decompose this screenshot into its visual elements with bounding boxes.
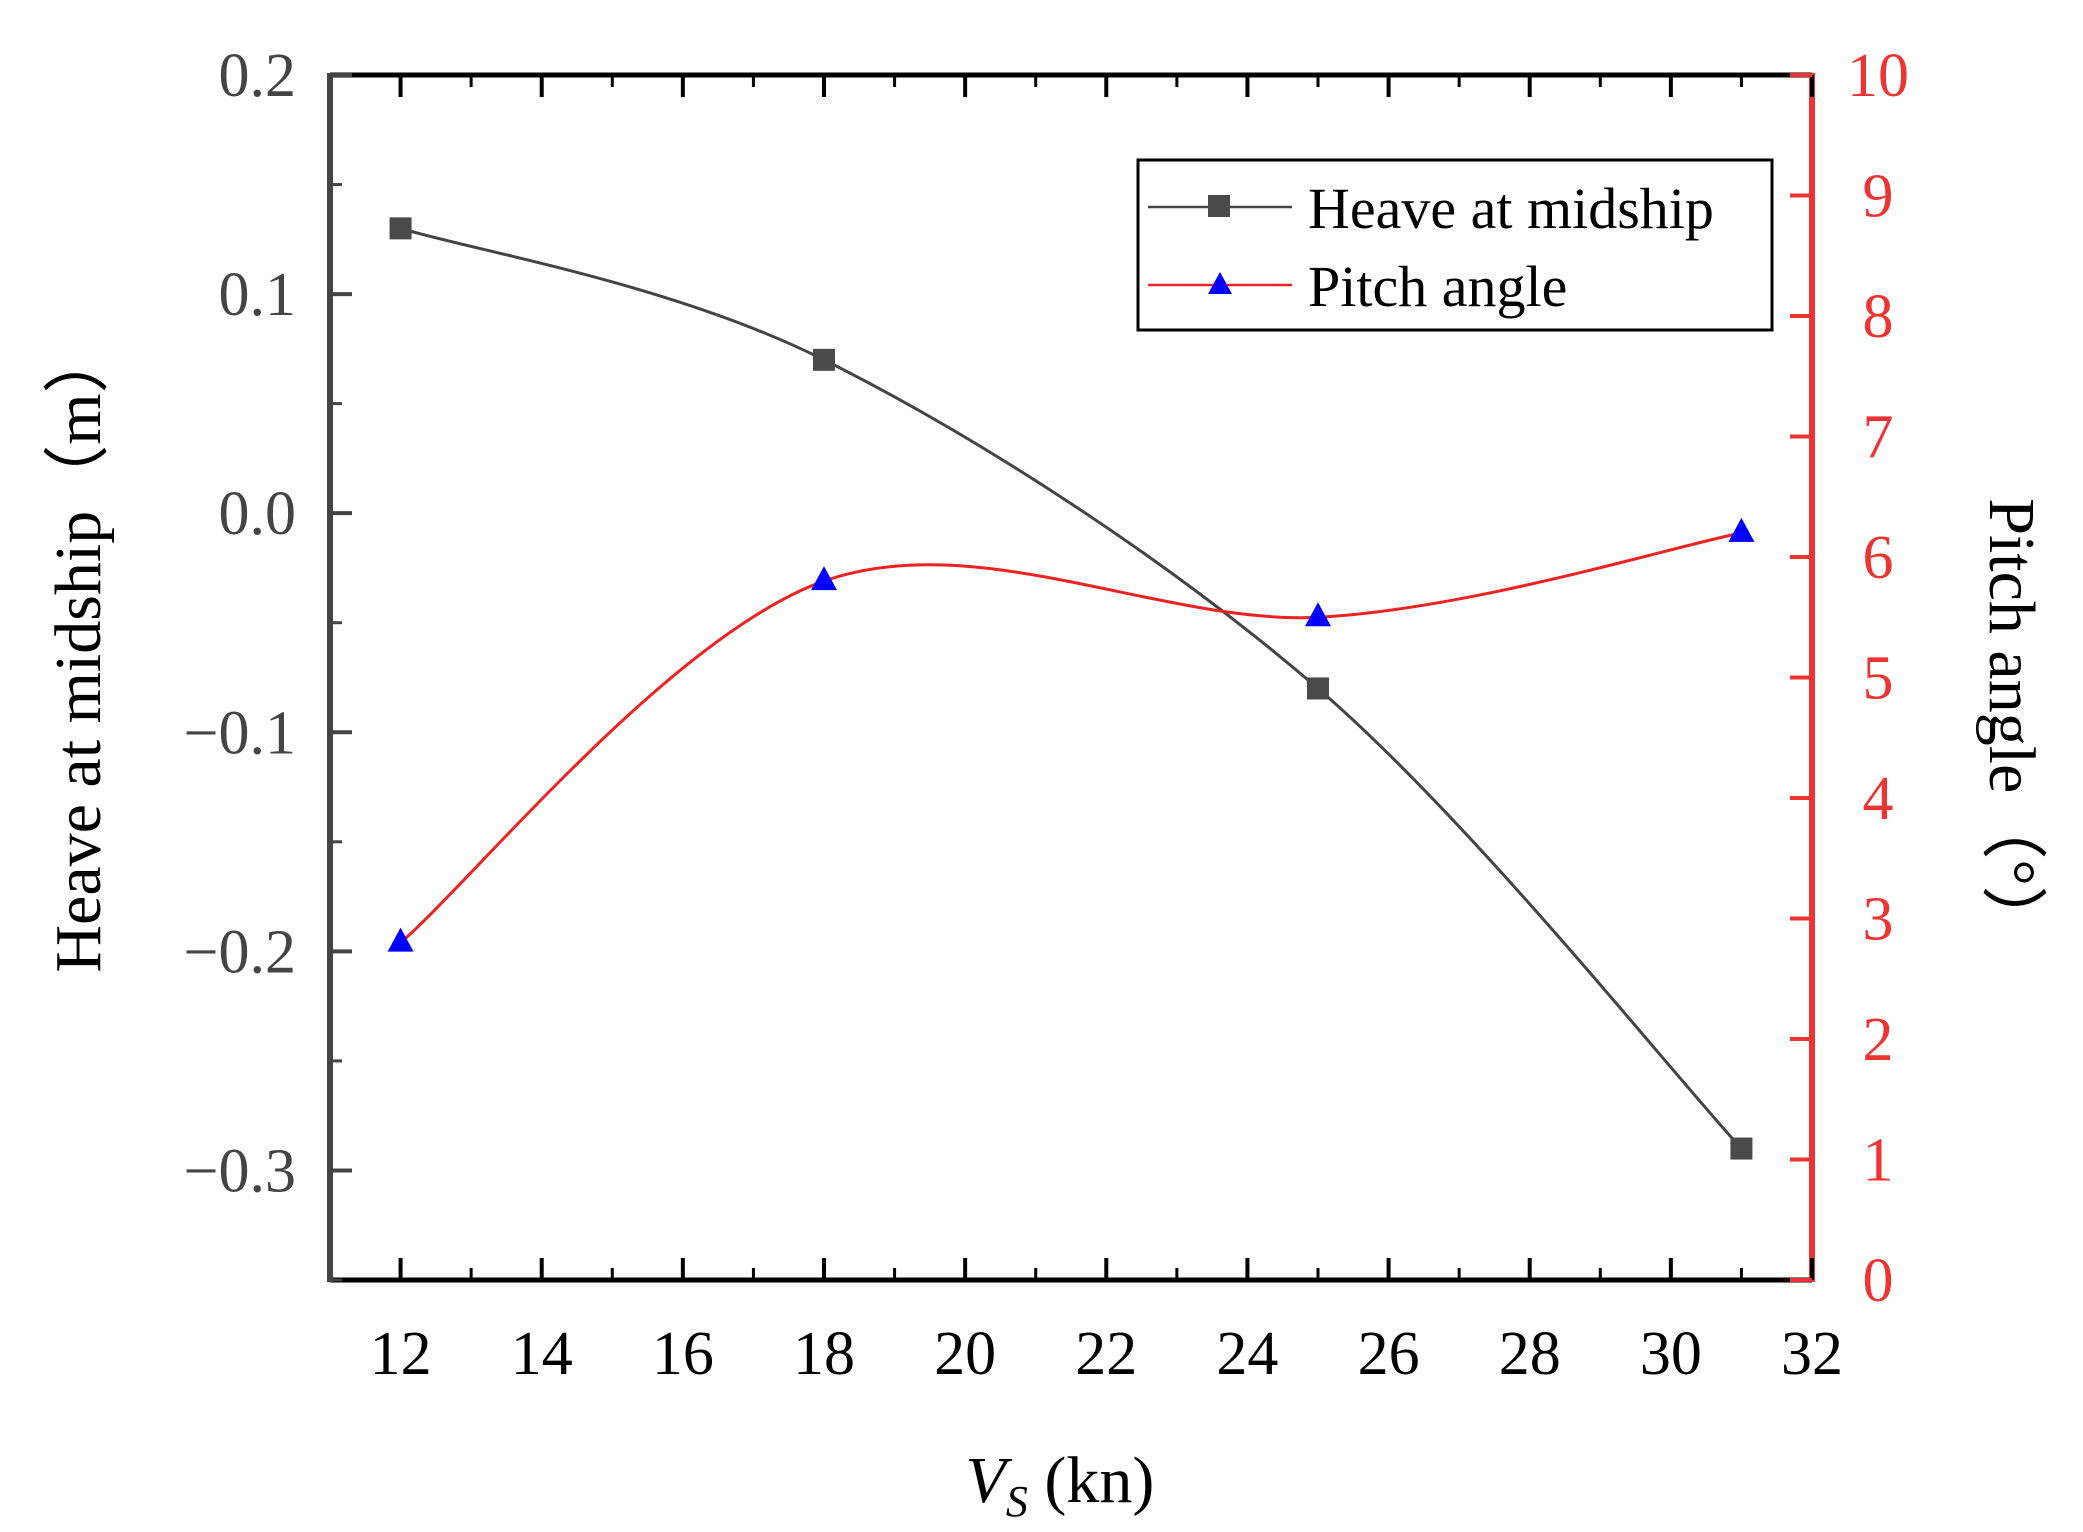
series-layer bbox=[387, 217, 1755, 1160]
data-point bbox=[1305, 602, 1331, 627]
data-point bbox=[389, 217, 412, 240]
y-right-tick-label: 2 bbox=[1863, 1006, 1894, 1074]
x-tick-label: 32 bbox=[1781, 1320, 1843, 1388]
series-line bbox=[399, 531, 1742, 944]
x-axis-title: VS (kn) bbox=[966, 1444, 1155, 1526]
x-tick-label: 22 bbox=[1075, 1320, 1137, 1388]
y-left-axis-title: Heave at midship（m） bbox=[42, 327, 115, 972]
legend-heave-marker bbox=[1208, 195, 1230, 217]
legend-heave-label: Heave at midship bbox=[1308, 176, 1714, 241]
y-left-tick-label: 0.1 bbox=[219, 261, 297, 329]
x-tick-label: 12 bbox=[370, 1320, 432, 1388]
legend: Heave at midship Pitch angle bbox=[1136, 158, 1774, 332]
legend-pitch-marker bbox=[1208, 272, 1232, 294]
y-right-tick-label: 3 bbox=[1863, 886, 1894, 954]
legend-box bbox=[1136, 158, 1774, 332]
y-right-tick-label: 1 bbox=[1863, 1127, 1894, 1195]
x-axis-title-unit: (kn) bbox=[1028, 1444, 1154, 1517]
data-point bbox=[811, 566, 837, 591]
data-point bbox=[387, 927, 414, 952]
y-right-tick-label: 8 bbox=[1863, 283, 1894, 351]
y-right-tick-label: 6 bbox=[1863, 524, 1894, 592]
y-right-tick-label: 9 bbox=[1863, 163, 1894, 231]
y-right-tick-label: 4 bbox=[1863, 765, 1894, 833]
y-left-tick-label: 0.0 bbox=[219, 480, 297, 548]
x-tick-label: 18 bbox=[793, 1320, 855, 1388]
y-right-axis-title: Pitch angle（°） bbox=[1975, 498, 2048, 952]
legend-pitch-label: Pitch angle bbox=[1308, 254, 1567, 319]
axes: 12 14 16 18 20 22 24 26 28 30 320.20.10.0−0.1−0.2−… bbox=[184, 42, 1909, 1388]
x-tick-label: 28 bbox=[1499, 1320, 1561, 1388]
x-tick-label: 30 bbox=[1640, 1320, 1702, 1388]
y-right-tick-label: 7 bbox=[1863, 404, 1894, 472]
y-right-tick-label: 10 bbox=[1847, 42, 1909, 110]
data-point bbox=[1730, 1137, 1753, 1160]
data-point bbox=[1307, 677, 1329, 700]
x-tick-label: 26 bbox=[1358, 1320, 1420, 1388]
x-axis-title-subscript: S bbox=[1006, 1477, 1028, 1526]
y-left-tick-label: 0.2 bbox=[219, 42, 297, 110]
x-tick-label: 24 bbox=[1216, 1320, 1278, 1388]
x-tick-label: 16 bbox=[652, 1320, 714, 1388]
x-tick-label: 14 bbox=[511, 1320, 573, 1388]
data-point bbox=[1728, 517, 1755, 542]
y-right-tick-label: 0 bbox=[1863, 1247, 1894, 1315]
x-tick-label: 20 bbox=[934, 1320, 996, 1388]
series-line bbox=[400, 226, 1743, 1150]
y-right-tick-label: 5 bbox=[1863, 645, 1894, 713]
y-left-tick-label: −0.2 bbox=[184, 918, 296, 986]
y-left-tick-label: −0.1 bbox=[184, 699, 296, 767]
data-point bbox=[813, 348, 835, 371]
x-axis-title-variable: V bbox=[966, 1444, 1013, 1517]
y-left-tick-label: −0.3 bbox=[184, 1137, 296, 1205]
